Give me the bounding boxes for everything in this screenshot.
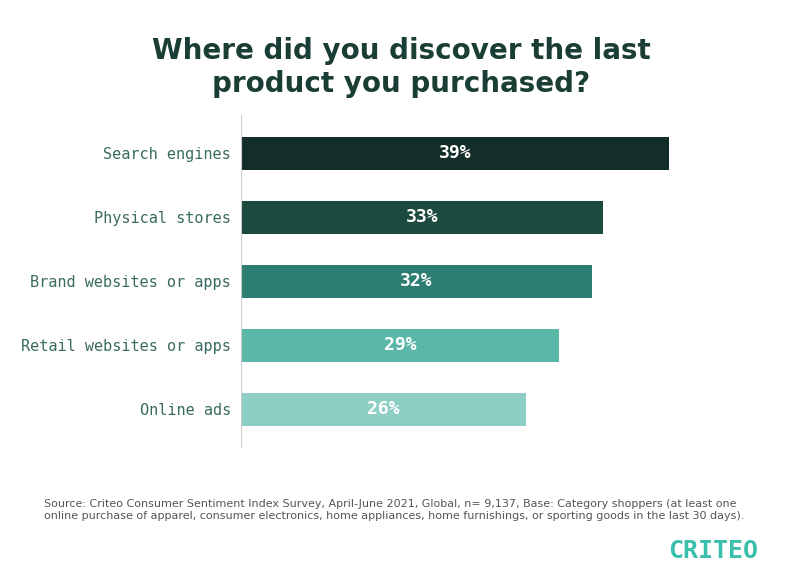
Bar	[241, 393, 526, 426]
Text: 29%: 29%	[383, 336, 416, 354]
Bar	[241, 200, 603, 234]
Text: Source: Criteo Consumer Sentiment Index Survey, April-June 2021, Global, n= 9,13: Source: Criteo Consumer Sentiment Index …	[44, 499, 744, 521]
Text: CRITEO: CRITEO	[668, 538, 758, 563]
Text: Where did you discover the last
product you purchased?: Where did you discover the last product …	[152, 37, 650, 98]
Text: 26%: 26%	[367, 400, 399, 418]
Bar	[241, 265, 592, 298]
Bar	[241, 137, 669, 170]
Text: 32%: 32%	[400, 272, 432, 290]
Text: 39%: 39%	[439, 144, 471, 162]
Bar	[241, 329, 559, 362]
Text: 33%: 33%	[406, 208, 438, 226]
